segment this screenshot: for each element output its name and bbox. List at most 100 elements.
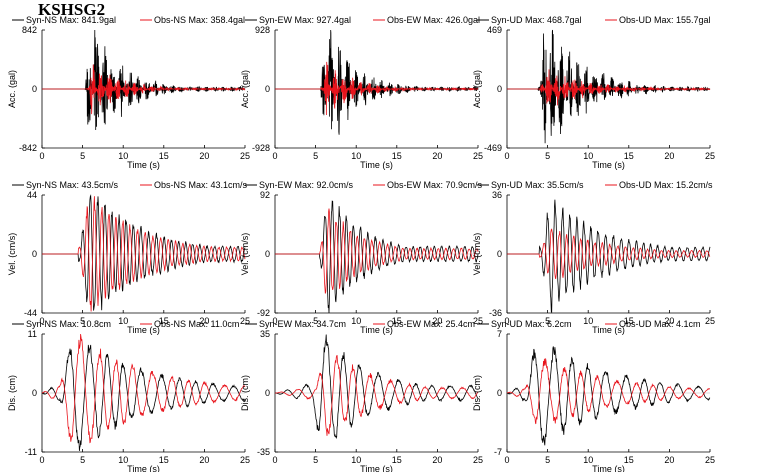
obs-series-line <box>42 64 246 115</box>
x-tick-label: 15 <box>159 151 169 161</box>
x-tick-label: 5 <box>313 316 318 326</box>
x-tick-label: 20 <box>432 455 442 465</box>
y-tick-label: 0 <box>265 84 270 94</box>
obs-series-line <box>506 358 710 425</box>
y-axis-label: Vel. (cm/s) <box>7 233 17 276</box>
x-tick-label: 0 <box>39 316 44 326</box>
y-axis-label: Acc. (gal) <box>7 70 17 108</box>
y-axis-label: Dis. (cm) <box>240 375 250 411</box>
x-tick-label: 5 <box>545 151 550 161</box>
y-tick-label: 35 <box>260 329 270 339</box>
x-tick-label: 20 <box>432 151 442 161</box>
y-tick-label: 0 <box>497 249 502 259</box>
x-tick-label: 15 <box>624 151 634 161</box>
x-tick-label: 25 <box>240 151 250 161</box>
y-tick-label: -44 <box>24 308 37 318</box>
x-tick-label: 5 <box>80 151 85 161</box>
y-axis-label: Acc. (gal) <box>472 70 482 108</box>
syn-series-line <box>41 344 246 451</box>
x-tick-label: 15 <box>159 316 169 326</box>
x-tick-label: 10 <box>583 455 593 465</box>
obs-legend-label: Obs-UD Max: 15.2cm/s <box>619 180 713 190</box>
y-tick-label: 0 <box>32 388 37 398</box>
y-axis-label: Vel. (cm/s) <box>472 233 482 276</box>
obs-series-line <box>507 228 711 280</box>
x-axis-label: Time (s) <box>127 160 160 170</box>
x-tick-label: 10 <box>118 151 128 161</box>
x-tick-label: 10 <box>118 316 128 326</box>
x-tick-label: 20 <box>664 455 674 465</box>
x-tick-label: 20 <box>199 151 209 161</box>
syn-legend-label: Syn-NS Max: 10.8cm <box>26 319 111 329</box>
x-tick-label: 25 <box>705 151 715 161</box>
obs-legend-label: Obs-EW Max: 426.0gal <box>387 15 480 25</box>
x-tick-label: 20 <box>199 316 209 326</box>
y-tick-label: -842 <box>19 143 37 153</box>
y-axis-label: Acc. (gal) <box>240 70 250 108</box>
y-tick-label: -35 <box>257 447 270 457</box>
x-tick-label: 20 <box>664 151 674 161</box>
syn-legend-label: Syn-UD Max: 468.7gal <box>491 15 582 25</box>
y-tick-label: 0 <box>497 388 502 398</box>
y-axis-label: Dis. (cm) <box>7 375 17 411</box>
syn-series-line <box>507 199 711 314</box>
y-tick-label: 0 <box>32 249 37 259</box>
x-axis-label: Time (s) <box>127 325 160 335</box>
syn-series-line <box>275 29 479 135</box>
y-tick-label: 92 <box>260 190 270 200</box>
x-tick-label: 15 <box>392 455 402 465</box>
y-tick-label: 36 <box>492 190 502 200</box>
x-tick-label: 15 <box>392 316 402 326</box>
x-tick-label: 5 <box>80 455 85 465</box>
x-tick-label: 25 <box>240 316 250 326</box>
x-tick-label: 25 <box>705 316 715 326</box>
x-tick-label: 0 <box>39 151 44 161</box>
y-tick-label: 44 <box>27 190 37 200</box>
obs-series-line <box>42 196 246 312</box>
x-tick-label: 25 <box>240 455 250 465</box>
y-tick-label: 469 <box>487 25 502 35</box>
syn-legend-label: Syn-EW Max: 927.4gal <box>259 15 351 25</box>
x-axis-label: Time (s) <box>360 160 393 170</box>
obs-legend-label: Obs-NS Max: 358.4gal <box>154 15 245 25</box>
x-axis-label: Time (s) <box>592 160 625 170</box>
y-axis-label: Dis. (cm) <box>472 375 482 411</box>
y-tick-label: -36 <box>489 308 502 318</box>
x-tick-label: 10 <box>583 151 593 161</box>
y-tick-label: -7 <box>494 447 502 457</box>
obs-legend-label: Obs-UD Max: 4.1cm <box>619 319 701 329</box>
x-tick-label: 10 <box>351 455 361 465</box>
x-tick-label: 0 <box>272 151 277 161</box>
x-tick-label: 10 <box>351 316 361 326</box>
x-tick-label: 0 <box>39 455 44 465</box>
obs-legend-label: Obs-EW Max: 70.9cm/s <box>387 180 483 190</box>
obs-legend-label: Obs-NS Max: 11.0cm <box>154 319 239 329</box>
syn-legend-label: Syn-EW Max: 34.7cm <box>259 319 346 329</box>
y-axis-label: Vel. (cm/s) <box>240 233 250 276</box>
x-axis-label: Time (s) <box>360 325 393 335</box>
y-tick-label: 928 <box>255 25 270 35</box>
x-tick-label: 0 <box>272 455 277 465</box>
obs-legend-label: Obs-UD Max: 155.7gal <box>619 15 711 25</box>
x-tick-label: 5 <box>313 151 318 161</box>
obs-series-line <box>275 61 479 116</box>
syn-legend-label: Syn-UD Max: 35.5cm/s <box>491 180 584 190</box>
syn-series-line <box>275 200 479 314</box>
y-tick-label: -11 <box>25 447 37 457</box>
x-axis-label: Time (s) <box>127 464 160 472</box>
syn-legend-label: Syn-EW Max: 92.0cm/s <box>259 180 354 190</box>
y-tick-label: 842 <box>22 25 37 35</box>
syn-legend-label: Syn-NS Max: 841.9gal <box>26 15 116 25</box>
y-tick-label: -469 <box>484 143 502 153</box>
x-tick-label: 0 <box>272 316 277 326</box>
x-tick-label: 15 <box>392 151 402 161</box>
x-tick-label: 15 <box>159 455 169 465</box>
x-tick-label: 25 <box>473 455 483 465</box>
obs-series-line <box>507 69 711 106</box>
